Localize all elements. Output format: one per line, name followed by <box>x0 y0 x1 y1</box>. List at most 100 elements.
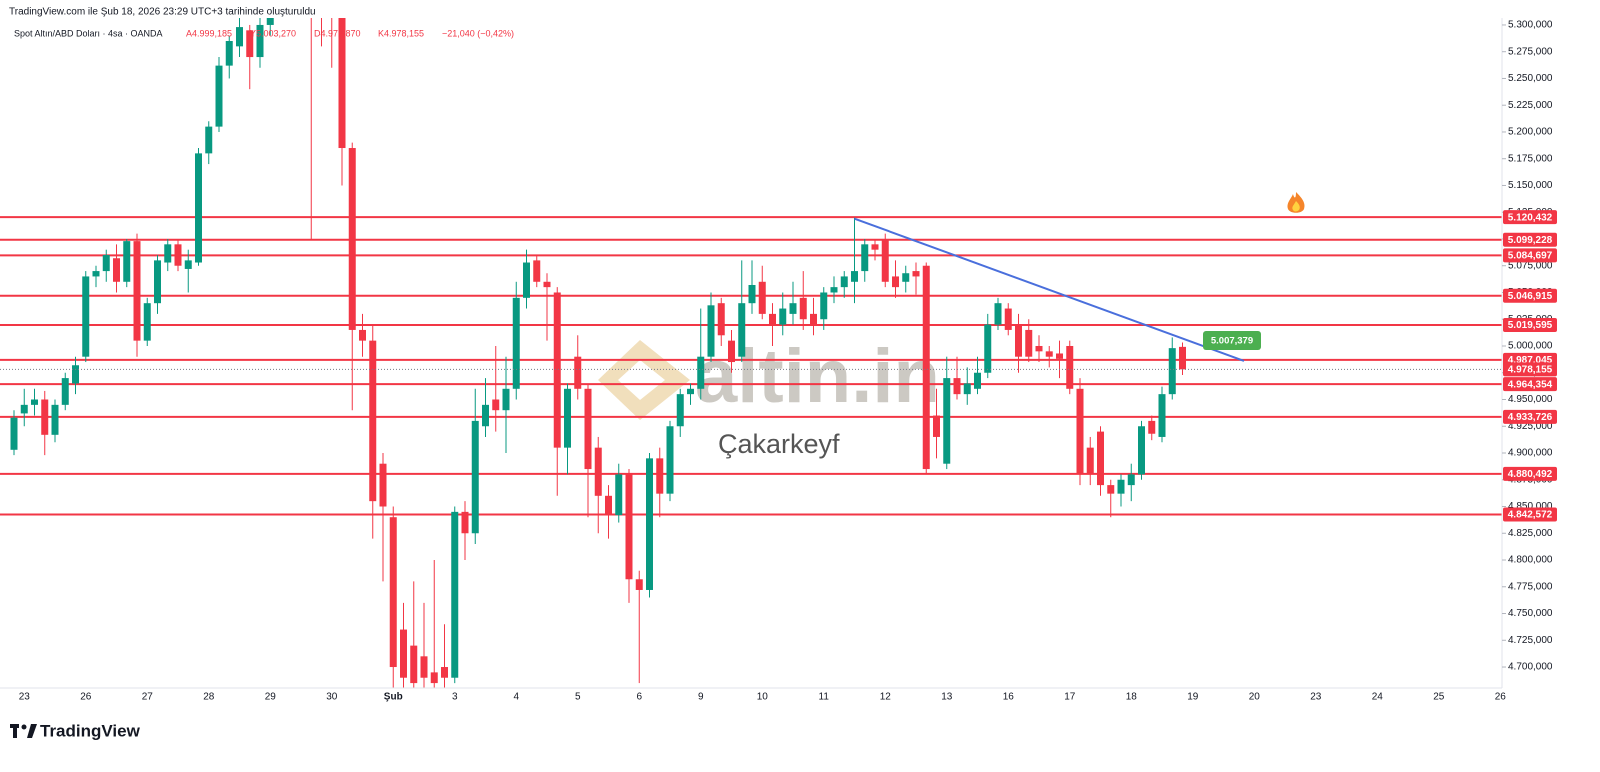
x-tick-label: 12 <box>880 692 892 703</box>
candle-body <box>1086 447 1094 475</box>
plot-area <box>0 0 1502 688</box>
x-tick-label: 9 <box>698 692 704 703</box>
candle-body <box>471 420 479 534</box>
x-tick-label: 18 <box>1126 692 1138 703</box>
x-tick-label: 25 <box>1433 692 1445 703</box>
x-tick-label: 13 <box>941 692 953 703</box>
y-tick-label: 5.075,000 <box>1508 260 1553 271</box>
y-tick-label: 4.900,000 <box>1508 448 1553 459</box>
candle-body <box>748 284 756 304</box>
candle-body <box>779 308 787 325</box>
candle-body <box>154 260 161 304</box>
candle-body <box>1179 346 1186 370</box>
x-tick-label: 5 <box>575 692 581 703</box>
level-label-box <box>1503 210 1557 225</box>
flame-icon <box>1287 192 1305 213</box>
candle-body <box>533 260 541 282</box>
level-label: 4.842,572 <box>1508 510 1553 521</box>
candle-body <box>1158 394 1166 437</box>
level-label-box <box>1503 507 1557 522</box>
candle-body <box>10 417 18 450</box>
candle-body <box>820 292 828 320</box>
level-label: 4.987,045 <box>1508 355 1553 366</box>
candle-body <box>348 148 356 330</box>
level-label: 4.933,726 <box>1508 412 1553 423</box>
candle-body <box>656 458 664 494</box>
candle-body <box>758 281 766 314</box>
y-tick-label: 4.950,000 <box>1508 394 1553 405</box>
candle-body <box>328 0 335 4</box>
y-tick-label: 4.725,000 <box>1508 635 1553 646</box>
x-tick-label: 28 <box>203 692 215 703</box>
header: TradingView.com ile Şub 18, 2026 23:29 U… <box>9 7 316 18</box>
candle-body <box>41 399 49 435</box>
candle-body <box>963 383 971 395</box>
candle-body <box>82 276 90 357</box>
candle-body <box>1035 345 1043 352</box>
x-tick-label: 20 <box>1249 692 1261 703</box>
candle-body <box>266 18 274 25</box>
candle-body <box>359 329 366 341</box>
y-tick-label: 5.150,000 <box>1508 180 1553 191</box>
candle-body <box>861 244 869 272</box>
x-tick-label: 17 <box>1064 692 1076 703</box>
trendline-label-box <box>1203 331 1261 350</box>
ohlc-value: K4.978,155 <box>378 28 424 38</box>
level-label: 5.120,432 <box>1508 212 1553 223</box>
x-tick-label: 26 <box>80 692 92 703</box>
level-label-box <box>1503 318 1557 333</box>
y-tick-label: 5.250,000 <box>1508 73 1553 84</box>
y-tick-label: 4.850,000 <box>1508 501 1553 512</box>
candle-body <box>195 153 202 263</box>
candle-body <box>20 404 28 414</box>
candle-body <box>605 495 612 516</box>
candle-body <box>205 126 213 154</box>
x-tick-label: 11 <box>819 692 830 703</box>
candle-body <box>943 378 951 464</box>
candle-body <box>625 474 633 580</box>
x-tick-label: 6 <box>636 692 642 703</box>
trendline-label: 5.007,379 <box>1211 336 1253 347</box>
candle-body <box>92 271 100 277</box>
candle-body <box>369 340 377 502</box>
level-label-box <box>1503 232 1557 247</box>
x-tick-label: 3 <box>452 692 458 703</box>
candle-body <box>1148 420 1156 434</box>
candle-body <box>102 255 110 272</box>
candle-body <box>410 645 418 684</box>
candle-body <box>133 241 141 341</box>
candle-body <box>338 18 346 149</box>
signature: Çakarkeyf <box>718 429 840 459</box>
level-label-box <box>1503 248 1557 263</box>
y-tick-label: 5.200,000 <box>1508 127 1553 138</box>
candle-body <box>902 273 910 282</box>
level-label-box <box>1503 466 1557 481</box>
x-tick-label: 26 <box>1495 692 1507 703</box>
candle-body <box>400 629 407 678</box>
candle-body <box>851 271 858 282</box>
candle-body <box>379 463 387 507</box>
candle-body <box>1004 308 1012 330</box>
candle-body <box>830 287 838 293</box>
x-tick-label: 27 <box>142 692 154 703</box>
level-label: 4.880,492 <box>1508 469 1553 480</box>
candle-body <box>574 356 582 389</box>
candle-body <box>482 404 489 427</box>
level-label: 5.046,915 <box>1508 291 1553 302</box>
candle-body <box>543 281 551 288</box>
candle-body <box>594 447 602 496</box>
candle-body <box>697 356 705 389</box>
level-label: 4.964,354 <box>1508 379 1553 390</box>
candle-body <box>1168 348 1176 395</box>
candle-body <box>564 388 571 448</box>
candle-body <box>123 241 131 282</box>
level-label: 5.019,595 <box>1508 320 1553 331</box>
y-tick-label: 5.225,000 <box>1508 100 1553 111</box>
candle-body <box>666 426 674 494</box>
candle-body <box>922 265 930 470</box>
y-tick-label: 4.750,000 <box>1508 608 1553 619</box>
candle-body <box>994 303 1002 325</box>
candle-body <box>225 41 233 66</box>
watermark-logo <box>598 340 690 420</box>
